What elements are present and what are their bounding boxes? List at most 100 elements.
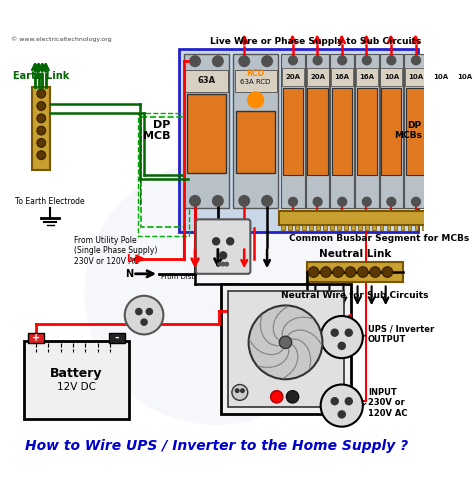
Bar [387,225,390,230]
FancyBboxPatch shape [196,219,250,274]
Bar [187,94,226,173]
Text: -: - [115,333,119,343]
Bar [457,225,460,230]
Circle shape [279,336,292,349]
Text: L: L [126,254,132,264]
Bar [309,225,313,230]
Bar [308,88,328,175]
Bar [288,225,292,230]
Bar [237,111,275,173]
Text: 10A: 10A [433,74,448,80]
Circle shape [262,56,273,66]
Circle shape [411,197,420,206]
Bar [455,88,474,175]
Circle shape [227,238,234,245]
Text: 63A: 63A [197,76,216,85]
Circle shape [37,114,46,123]
Bar [406,88,426,175]
Bar [331,68,353,86]
Circle shape [320,267,331,277]
Bar [380,54,403,208]
Bar [404,54,428,208]
Circle shape [221,262,225,266]
Bar [381,68,402,86]
Text: RCD: RCD [246,69,264,78]
Circle shape [262,196,273,206]
Circle shape [190,56,201,66]
Text: 16A: 16A [359,74,374,80]
Text: 10A: 10A [457,74,473,80]
Bar [281,54,305,208]
Circle shape [387,197,396,206]
Circle shape [248,92,264,108]
Text: Battery: Battery [50,367,103,379]
Bar [443,225,447,230]
Circle shape [213,56,223,66]
Bar [345,225,348,230]
Circle shape [461,56,470,65]
Bar [358,225,362,230]
Circle shape [320,316,363,358]
Text: UPS / Inverter
OUTPUT: UPS / Inverter OUTPUT [368,325,434,344]
Text: 20A: 20A [310,74,325,80]
Bar [179,49,418,232]
Bar [429,68,452,86]
Circle shape [363,197,371,206]
Circle shape [190,196,201,206]
Circle shape [249,305,322,379]
Circle shape [313,197,322,206]
Bar [365,225,369,230]
Circle shape [239,196,249,206]
Circle shape [37,138,46,147]
Bar [28,333,44,343]
Bar [401,225,404,230]
Text: To Earth Electrode: To Earth Electrode [15,197,85,206]
Bar [307,262,403,281]
Text: Neutral Wire for Sub Circuits: Neutral Wire for Sub Circuits [281,291,428,300]
Circle shape [345,398,352,405]
Text: Earth Link: Earth Link [13,71,70,81]
Bar [381,88,401,175]
Bar [380,225,383,230]
Circle shape [232,385,248,400]
Text: INPUT
230V or
120V AC: INPUT 230V or 120V AC [368,388,408,418]
Bar [373,225,376,230]
Circle shape [313,56,322,65]
Circle shape [219,252,227,259]
Bar [471,225,474,230]
Circle shape [84,161,348,425]
Circle shape [382,267,392,277]
Bar [183,54,229,208]
Circle shape [37,126,46,135]
Bar [408,225,411,230]
Text: From Utility Pole
(Single Phase Supply)
230V or 120V AC: From Utility Pole (Single Phase Supply) … [74,236,157,266]
Circle shape [37,89,46,98]
Circle shape [289,56,297,65]
Bar [109,333,125,343]
Bar [337,225,341,230]
Circle shape [436,197,445,206]
Text: +: + [32,333,40,343]
Circle shape [37,151,46,160]
Text: DP
MCB: DP MCB [143,120,171,141]
Text: © www.electricaltechnology.org: © www.electricaltechnology.org [11,37,112,42]
Bar [464,225,467,230]
Bar [302,225,306,230]
Circle shape [320,385,363,427]
Bar [220,284,351,414]
Circle shape [141,319,147,325]
Text: DP
MCBs: DP MCBs [394,121,422,140]
Text: Live Wire or Phase Supply to Sub Circuits: Live Wire or Phase Supply to Sub Circuit… [210,37,421,46]
Circle shape [387,56,396,65]
Bar [351,225,355,230]
Circle shape [411,56,420,65]
Circle shape [289,197,297,206]
Circle shape [436,56,445,65]
Bar [355,54,379,208]
Text: Common Busbar Segment for MCBs: Common Busbar Segment for MCBs [290,234,470,243]
Bar [453,54,474,208]
Text: 10A: 10A [384,74,399,80]
Circle shape [338,342,345,349]
Circle shape [461,197,470,206]
Text: 63A RCD: 63A RCD [240,79,271,85]
